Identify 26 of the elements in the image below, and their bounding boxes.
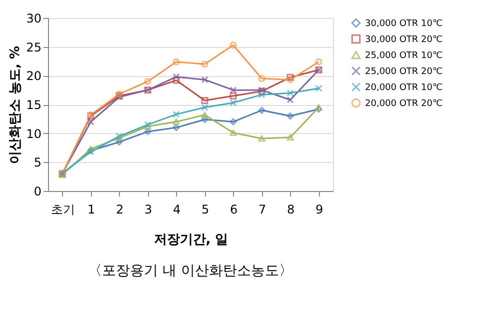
legend-label: 25,000 OTR 20℃: [365, 67, 443, 77]
x-tick-label: 2: [116, 202, 124, 216]
x-tick-label: 초기: [50, 202, 75, 216]
y-tick-label: 20: [26, 69, 42, 84]
y-tick-label: 5: [34, 156, 42, 170]
x-tick-label: 7: [258, 202, 266, 216]
text: 〈포장용기 내 이산화탄소농도〉: [88, 263, 293, 279]
legend-label: 30,000 OTR 20℃: [365, 35, 443, 45]
y-tick-label: 10: [26, 126, 42, 141]
x-tick-label: 9: [315, 202, 324, 216]
y-tick-label: 0: [34, 184, 42, 198]
x-tick-label: 8: [286, 202, 295, 216]
y-tick-label: 15: [26, 98, 42, 112]
x-tick-label: 5: [201, 202, 210, 216]
legend-label: 20,000 OTR 10℃: [365, 83, 443, 93]
x-tick-label: 3: [144, 202, 152, 216]
y-tick-label: 30: [26, 12, 42, 26]
legend-label: 30,000 OTR 10℃: [365, 19, 443, 29]
x-tick-label: 1: [87, 202, 96, 216]
x-tick-label: 6: [230, 202, 238, 216]
y-axis-title: 이산화탄소 농도, %: [8, 46, 24, 164]
x-axis-title: 저장기간, 일: [154, 232, 228, 248]
x-tick-label: 4: [172, 202, 181, 216]
legend-label: 20,000 OTR 20℃: [365, 99, 443, 109]
legend-label: 25,000 OTR 10℃: [365, 51, 443, 61]
y-tick-label: 25: [26, 40, 42, 54]
